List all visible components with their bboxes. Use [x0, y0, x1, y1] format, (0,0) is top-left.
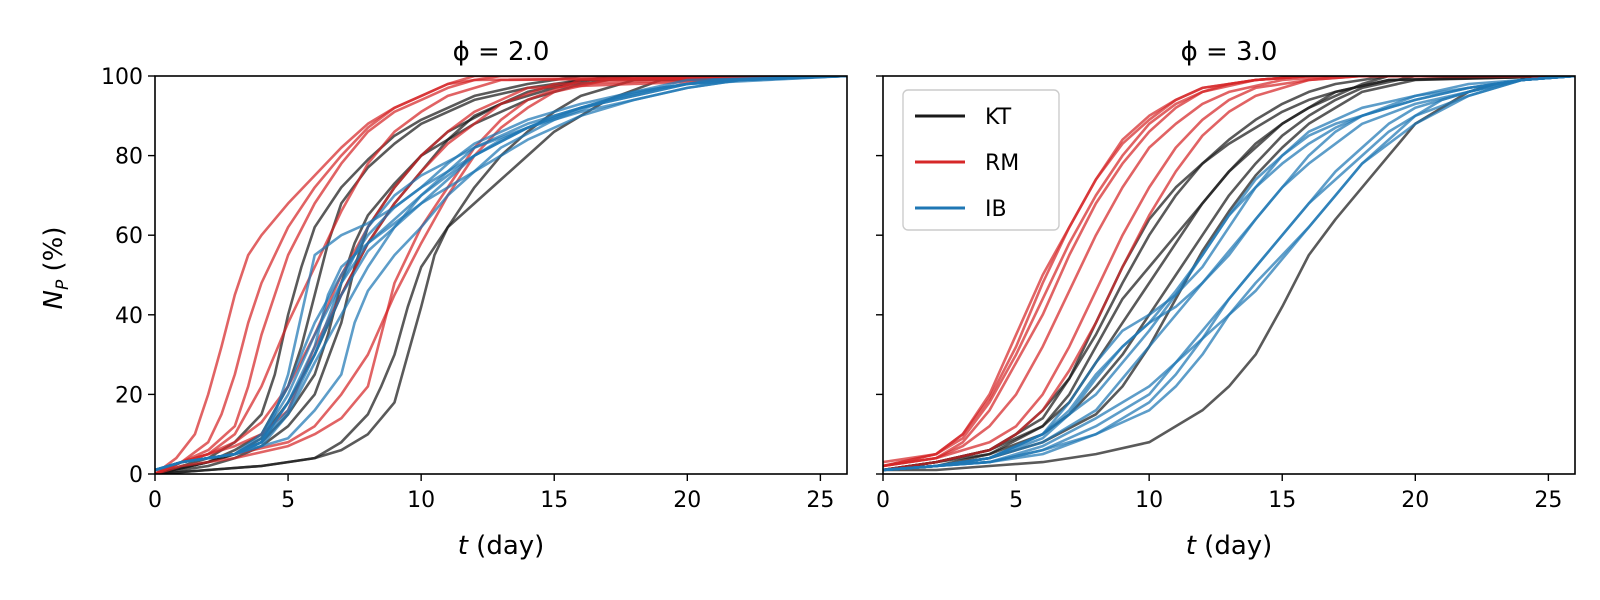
y-tick-label: 40 [115, 304, 143, 329]
x-tick-label: 15 [540, 488, 568, 513]
series-line-ib-3 [883, 76, 1575, 472]
legend: KT RM IB [902, 89, 1060, 231]
plot-area [883, 76, 1575, 472]
y-axis-label: NP (%) [39, 227, 73, 310]
series-line-kt-6 [155, 76, 847, 474]
x-tick-label: 0 [876, 488, 890, 513]
axes-frame [882, 75, 1576, 475]
y-tick-label: 20 [115, 383, 143, 408]
plot-area [155, 76, 847, 474]
series-line-rm-7 [883, 76, 1575, 472]
series-line-rm-3 [883, 76, 1575, 468]
y-tick-label: 100 [101, 65, 143, 90]
x-tick-label: 15 [1268, 488, 1296, 513]
chart-panel-1: 0 5 10 15 20 25 0 20 40 60 80 100 ϕ = 2.0 t (day) [101, 37, 848, 561]
series-line-kt-4 [883, 76, 1575, 472]
x-axis-label: t (day) [458, 531, 545, 561]
legend-label-rm: RM [985, 151, 1019, 176]
series-line-ib-9 [883, 76, 1575, 472]
x-axis-label: t (day) [1186, 531, 1273, 561]
x-tick-label: 25 [1534, 488, 1562, 513]
y-tick-label: 60 [115, 224, 143, 249]
legend-box [902, 89, 1060, 231]
series-line-rm-5 [883, 76, 1575, 468]
series-line-rm-6 [883, 76, 1575, 468]
series-line-ib-4 [883, 76, 1575, 472]
series-line-ib-7 [155, 76, 847, 472]
series-line-ib-8 [883, 76, 1575, 472]
x-tick-label: 25 [806, 488, 834, 513]
panel-title: ϕ = 3.0 [1181, 37, 1278, 67]
series-line-kt-4 [155, 76, 847, 474]
x-tick-label: 20 [673, 488, 701, 513]
legend-label-kt: KT [985, 105, 1012, 130]
series-line-rm-4 [883, 76, 1575, 464]
series-line-rm-2 [155, 76, 847, 474]
panel-title: ϕ = 2.0 [453, 37, 550, 67]
x-tick-label: 10 [1135, 488, 1163, 513]
x-tick-label: 10 [407, 488, 435, 513]
y-tick-label: 80 [115, 145, 143, 170]
x-tick-label: 5 [1009, 488, 1023, 513]
chart-panel-2: 0 5 10 15 20 25 ϕ = 3.0 t (day) KT RM IB [876, 37, 1576, 561]
axes-frame [154, 75, 848, 475]
series-line-kt-5 [883, 76, 1575, 472]
series-line-rm-8 [155, 76, 847, 474]
series-line-kt-7 [883, 76, 1575, 472]
x-tick-label: 20 [1401, 488, 1429, 513]
x-tick-label: 0 [148, 488, 162, 513]
x-tick-label: 5 [281, 488, 295, 513]
series-line-ib-8 [155, 76, 847, 472]
legend-label-ib: IB [985, 197, 1007, 222]
series-line-rm-3 [155, 76, 847, 474]
y-tick-label: 0 [129, 463, 143, 488]
